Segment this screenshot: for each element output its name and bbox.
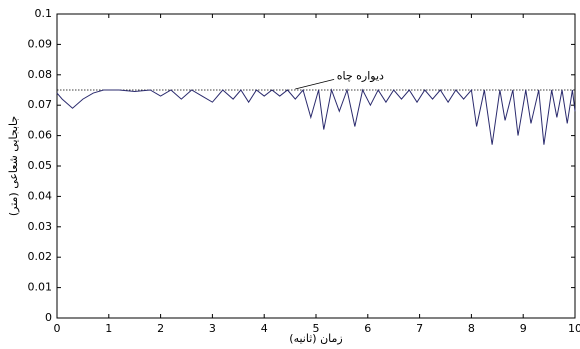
y-tick-label: 0.02 [28, 250, 53, 263]
x-tick-label: 6 [364, 322, 371, 335]
x-tick-label: 5 [313, 322, 320, 335]
data-line [56, 88, 576, 145]
x-tick-label: 10 [568, 322, 580, 335]
x-tick-label: 4 [261, 322, 268, 335]
y-tick-label: 0.06 [28, 129, 53, 142]
x-tick-label: 9 [520, 322, 527, 335]
x-tick-label: 0 [54, 322, 61, 335]
x-tick-label: 8 [468, 322, 475, 335]
x-tick-label: 7 [416, 322, 423, 335]
y-tick-label: 0.01 [28, 281, 53, 294]
plot-frame [56, 13, 576, 319]
y-tick-label: 0.1 [35, 7, 53, 20]
y-tick-label: 0.05 [28, 159, 53, 172]
y-axis-label: جابجایی شعاعی (متر) [7, 116, 20, 216]
x-tick-label: 2 [157, 322, 164, 335]
y-tick-label: 0 [45, 311, 52, 324]
annotation-leader [295, 78, 335, 90]
y-tick-label: 0.07 [28, 98, 53, 111]
y-tick-label: 0.04 [28, 189, 53, 202]
y-tick-label: 0.09 [28, 37, 53, 50]
y-tick-label: 0.03 [28, 220, 53, 233]
x-axis-label: زمان (ثانیه) [289, 332, 342, 345]
annotation: دیواره چاه [337, 69, 384, 82]
y-tick-label: 0.08 [28, 68, 53, 81]
x-tick-label: 3 [209, 322, 216, 335]
x-tick-label: 1 [105, 322, 112, 335]
